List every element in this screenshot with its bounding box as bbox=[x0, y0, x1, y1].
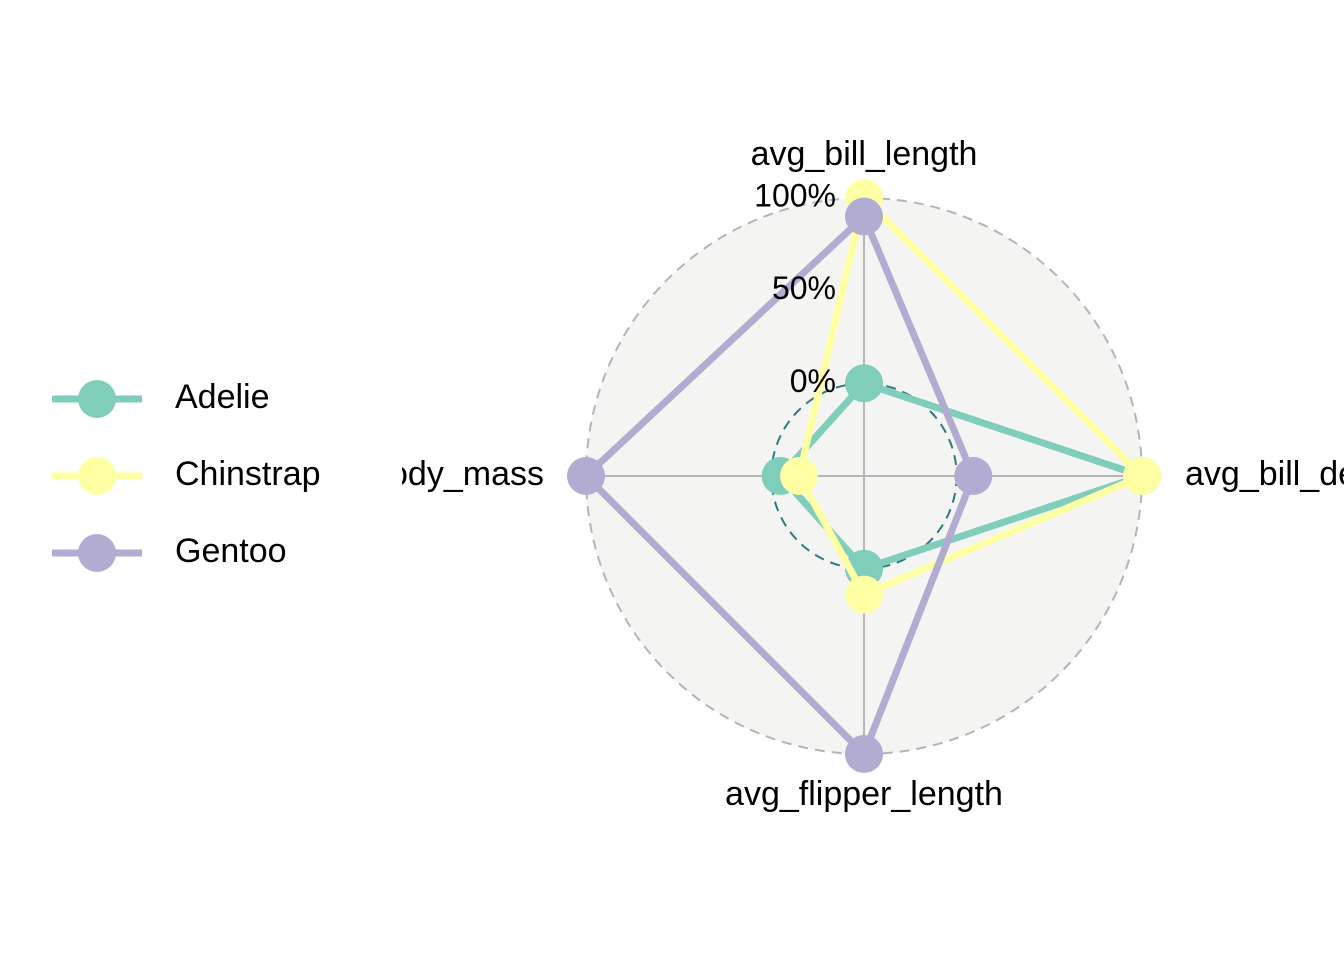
point-chinstrap-avg-bill-depth bbox=[1123, 457, 1161, 495]
grid-label-0-percent: 0% bbox=[790, 363, 836, 399]
legend-marker-chinstrap bbox=[78, 457, 116, 495]
axis-label-avg-flipper-length: avg_flipper_length bbox=[725, 775, 1003, 813]
point-gentoo-avg-body-mass bbox=[567, 457, 605, 495]
axis-label-avg-bill-depth: avg_bill_depth bbox=[1185, 455, 1344, 493]
point-adelie-avg-bill-length bbox=[845, 364, 883, 403]
grid-label-100-percent: 100% bbox=[754, 177, 836, 213]
legend-marker-adelie bbox=[78, 380, 116, 418]
point-gentoo-avg-flipper-length bbox=[845, 735, 883, 773]
grid-label-50-percent: 50% bbox=[772, 270, 836, 306]
axis-label-avg-bill-length: avg_bill_length bbox=[751, 135, 978, 173]
legend-label-gentoo: Gentoo bbox=[175, 532, 287, 570]
legend-label-chinstrap: Chinstrap bbox=[175, 455, 321, 493]
point-gentoo-avg-bill-length bbox=[845, 197, 883, 236]
legend-marker-gentoo bbox=[78, 534, 116, 572]
legend-label-adelie: Adelie bbox=[175, 378, 270, 416]
point-chinstrap-avg-flipper-length bbox=[845, 575, 883, 614]
legend-area bbox=[0, 0, 402, 960]
point-gentoo-avg-bill-depth bbox=[954, 457, 993, 495]
point-chinstrap-avg-body-mass bbox=[780, 457, 819, 495]
